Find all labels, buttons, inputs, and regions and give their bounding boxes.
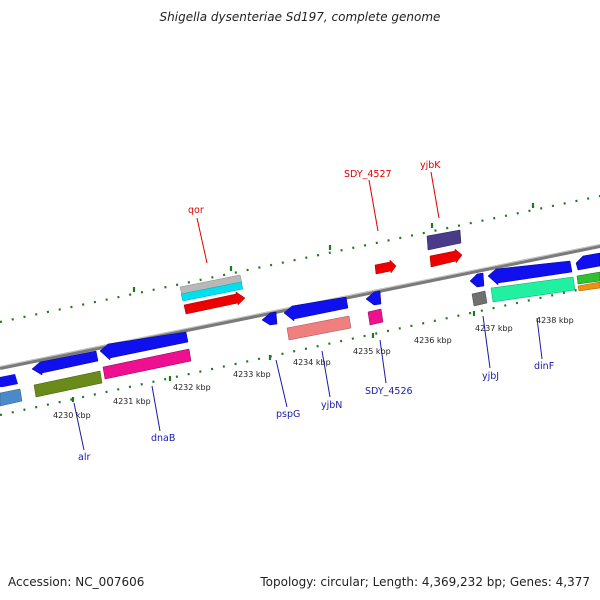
gene-feature-blue-1[interactable] (31, 350, 99, 376)
kbp-label-4233: 4233 kbp (233, 370, 271, 379)
top-leader-lines (196, 171, 440, 264)
gene-pspG[interactable] (261, 311, 278, 326)
gene-yjbJ-feature-blue[interactable] (469, 272, 485, 288)
kbp-label-4230: 4230 kbp (53, 411, 91, 420)
gene-feature-blue-5[interactable] (487, 260, 573, 286)
gene-yjbN[interactable] (286, 315, 352, 341)
bottom-leader-lines (73, 315, 543, 451)
gene-feature-green-right[interactable] (576, 271, 600, 285)
gene-label-yjbJ[interactable]: yjbJ (482, 371, 499, 382)
gene-yjbK-feature[interactable] (426, 229, 462, 251)
gene-dinF[interactable] (490, 276, 576, 303)
gene-label-SDY-4526[interactable]: SDY_4526 (365, 386, 413, 397)
gene-label-dinF[interactable]: dinF (534, 361, 554, 372)
gene-feature-orange-right[interactable] (577, 281, 600, 292)
gene-alr[interactable] (33, 370, 103, 398)
map-title: Shigella dysenteriae Sd197, complete gen… (159, 10, 441, 24)
kbp-label-4235: 4235 kbp (353, 347, 391, 356)
genome-summary-text: Topology: circular; Length: 4,369,232 bp… (260, 575, 590, 589)
gene-label-yjbN[interactable]: yjbN (321, 400, 342, 411)
gene-qor[interactable] (183, 291, 246, 315)
gene-label-SDY-4527[interactable]: SDY_4527 (344, 169, 392, 180)
gene-label-pspG[interactable]: pspG (276, 409, 300, 420)
gene-SDY-4526[interactable] (367, 308, 384, 326)
bottom-major-ticks (71, 311, 476, 402)
gene-feature-blue-4[interactable] (365, 290, 382, 306)
gene-feature-blue-3[interactable] (283, 296, 349, 322)
gene-feature-grey[interactable] (179, 274, 243, 296)
gene-feature-cyan[interactable] (180, 281, 244, 302)
gene-SDY-4527[interactable] (374, 259, 397, 275)
gene-label-yjbK[interactable]: yjbK (420, 160, 441, 171)
kbp-label-4236: 4236 kbp (414, 336, 452, 345)
kbp-label-4232: 4232 kbp (173, 383, 211, 392)
gene-dnaB[interactable] (102, 348, 192, 380)
kbp-label-4238: 4238 kbp (536, 316, 574, 325)
kbp-label-4231: 4231 kbp (113, 397, 151, 406)
gene-yjbJ[interactable] (471, 290, 488, 307)
gene-feature-blue-left[interactable] (0, 374, 18, 387)
top-major-ticks (132, 203, 535, 292)
gene-feature-steel[interactable] (0, 388, 23, 407)
gene-label-alr[interactable]: alr (78, 452, 90, 463)
kbp-label-4237: 4237 kbp (475, 324, 513, 333)
gene-label-dnaB[interactable]: dnaB (151, 433, 175, 444)
top-scale-line (0, 194, 600, 324)
gene-feature-blue-2[interactable] (99, 331, 189, 361)
gene-label-qor[interactable]: qor (188, 205, 204, 216)
accession-text: Accession: NC_007606 (8, 575, 145, 589)
gene-feature-blue-6[interactable] (575, 252, 600, 271)
gene-yjbK[interactable] (429, 248, 463, 268)
kbp-label-4234: 4234 kbp (293, 358, 331, 367)
